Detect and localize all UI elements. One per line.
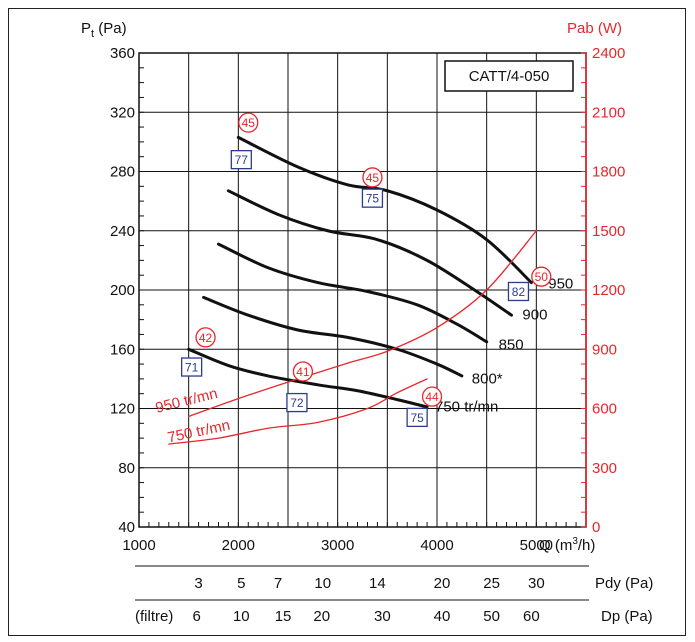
- series-line-750-tr-mn: [168, 378, 428, 445]
- secondary-tick-label: 50: [483, 608, 500, 625]
- efficiency-value: 50: [535, 270, 549, 284]
- y-right-tick-label: 900: [592, 341, 617, 358]
- y-right-tick-label: 1200: [592, 282, 625, 299]
- markers: 45 45 50 42 41 44 77 75 82 71 72 75: [180, 112, 552, 428]
- dp-label: Dp (Pa): [601, 608, 653, 625]
- chart-frame: 950 900 850 800* 750 tr/mn 950 tr/mn 750 tr/mn…: [8, 8, 686, 636]
- series-label: 750 tr/mn: [435, 398, 498, 415]
- secondary-tick-label: 30: [374, 608, 391, 625]
- series-line-950-tr-mn: [188, 230, 537, 418]
- y-tick-label: 80: [118, 460, 135, 477]
- series-line-800-: [202, 295, 464, 378]
- secondary-tick-label: 20: [434, 575, 451, 592]
- noise-value: 71: [185, 361, 199, 375]
- secondary-tick-label: 15: [275, 608, 292, 625]
- efficiency-circle: [531, 266, 552, 287]
- series-line-900: [226, 189, 513, 317]
- y-tick-label: 120: [110, 401, 135, 418]
- noise-box: [286, 392, 308, 413]
- efficiency-value: 45: [242, 116, 256, 130]
- noise-box: [361, 188, 384, 208]
- efficiency-circle: [195, 327, 216, 348]
- y-right-tick-label: 2400: [592, 45, 625, 62]
- y-right-tick-label: 1500: [592, 223, 625, 240]
- secondary-tick-label: 7: [274, 575, 282, 592]
- secondary-tick-label: 60: [523, 608, 540, 625]
- noise-box: [180, 357, 203, 377]
- x-tick-label: 5000: [520, 537, 553, 554]
- y-right-tick-label: 1800: [592, 164, 625, 181]
- x-tick-label: 3000: [321, 537, 354, 554]
- efficiency-value: 42: [199, 331, 213, 345]
- y-right-tick-label: 600: [592, 401, 617, 418]
- noise-value: 82: [512, 285, 526, 299]
- y-left-title: Pt (Pa): [81, 20, 127, 40]
- y-tick-label: 160: [110, 341, 135, 358]
- secondary-tick-label: 40: [434, 608, 451, 625]
- series-line-950: [236, 135, 533, 285]
- y-tick-label: 280: [110, 164, 135, 181]
- y-tick-label: 40: [118, 519, 135, 536]
- efficiency-value: 45: [366, 171, 380, 185]
- series-label: 800*: [472, 370, 503, 387]
- secondary-tick-label: 6: [192, 608, 200, 625]
- noise-value: 77: [235, 153, 249, 167]
- efficiency-value: 41: [296, 365, 310, 379]
- series-label: 850: [499, 336, 524, 353]
- efficiency-circle: [421, 386, 443, 407]
- title-box: [444, 60, 574, 92]
- pdy-label: Pdy (Pa): [595, 575, 653, 592]
- noise-box: [507, 281, 530, 302]
- series-label: 950: [548, 276, 573, 293]
- noise-value: 75: [366, 192, 380, 206]
- series-line-850: [217, 242, 489, 344]
- secondary-tick-label: 3: [194, 575, 202, 592]
- series-line-750-tr-mn: [187, 347, 429, 409]
- noise-box: [406, 407, 428, 428]
- y-tick-label: 200: [110, 282, 135, 299]
- secondary-tick-label: 20: [313, 608, 330, 625]
- efficiency-circle: [238, 112, 259, 133]
- efficiency-circle: [362, 167, 383, 188]
- secondary-tick-label: 25: [483, 575, 500, 592]
- x-axis-title: Q (m3/h): [539, 536, 595, 554]
- secondary-tick-label: 14: [369, 575, 386, 592]
- secondary-tick-label: 5: [237, 575, 245, 592]
- secondary-tick-label: 10: [314, 575, 331, 592]
- y-right-tick-label: 300: [592, 460, 617, 477]
- noise-box: [230, 149, 252, 170]
- y-right-tick-label: 2100: [592, 104, 625, 121]
- x-tick-label: 4000: [420, 537, 453, 554]
- y-right-tick-label: 0: [592, 519, 600, 536]
- efficiency-value: 44: [425, 390, 439, 404]
- axes: 40 80 120 160 200 240 280 320 360 0 300 600 900 1200 1…: [110, 45, 625, 554]
- series-label: 900: [522, 307, 547, 324]
- filtre-label: (filtre): [135, 608, 173, 625]
- y-tick-label: 320: [110, 104, 135, 121]
- y-right-title: Pab (W): [567, 20, 622, 37]
- x-tick-label: 2000: [222, 537, 255, 554]
- noise-value: 72: [290, 396, 304, 410]
- y-tick-label: 360: [110, 45, 135, 62]
- chart-title: CATT/4-050: [469, 68, 550, 85]
- secondary-scales: 3 5 7 10 14 20 25 30 6 10 15 20 30 40 50 60: [192, 575, 544, 625]
- secondary-tick-label: 10: [233, 608, 250, 625]
- noise-value: 75: [410, 411, 424, 425]
- y-tick-label: 240: [110, 223, 135, 240]
- secondary-tick-label: 30: [528, 575, 545, 592]
- x-tick-label: 1000: [122, 537, 155, 554]
- efficiency-circle: [292, 361, 314, 382]
